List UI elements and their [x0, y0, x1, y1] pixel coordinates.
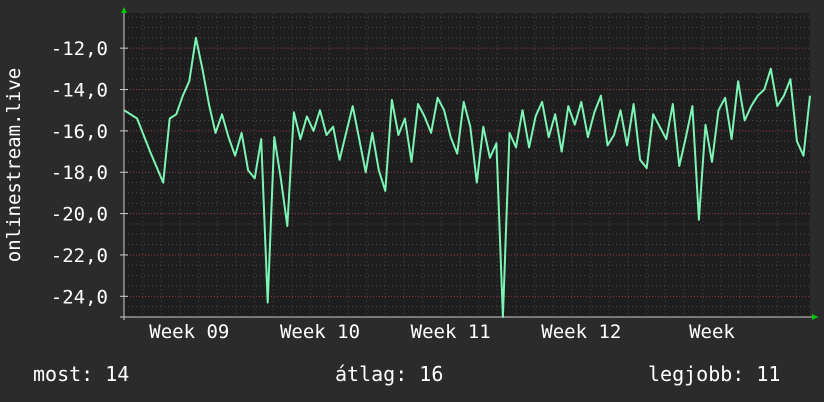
plot-area [124, 13, 810, 317]
x-tick-label: Week 11 [411, 321, 491, 343]
y-tick-label: -18,0 [51, 162, 108, 184]
x-tick-label: Week 09 [149, 321, 229, 343]
stat-best: legjobb: 11 [648, 362, 781, 386]
y-tick-label: -14,0 [51, 80, 108, 102]
x-axis-arrow-icon [812, 314, 818, 320]
y-tick-label: -16,0 [51, 121, 108, 143]
series-line [123, 36, 811, 318]
y-tick-label: -12,0 [51, 38, 108, 60]
y-tick-label: -20,0 [51, 204, 108, 226]
x-axis: Week 09 Week 10 Week 11 Week 12 Week [149, 321, 735, 343]
y-tick-label: -22,0 [51, 245, 108, 267]
y-axis: -12,0 -14,0 -16,0 -18,0 -20,0 -22,0 -24,0 [51, 38, 128, 308]
y-axis-label: onlinestream.live [3, 68, 25, 262]
x-tick-label: Week 10 [280, 321, 360, 343]
chart: -12,0 -14,0 -16,0 -18,0 -20,0 -22,0 -24,0 Week… [3, 7, 818, 343]
stat-average: átlag: 16 [335, 362, 444, 386]
y-tick-label: -24,0 [51, 286, 108, 308]
x-tick-label: Week [689, 321, 735, 343]
x-tick-label: Week 12 [541, 321, 621, 343]
y-axis-arrow-icon [121, 7, 127, 13]
stat-current: most: 14 [33, 362, 130, 386]
